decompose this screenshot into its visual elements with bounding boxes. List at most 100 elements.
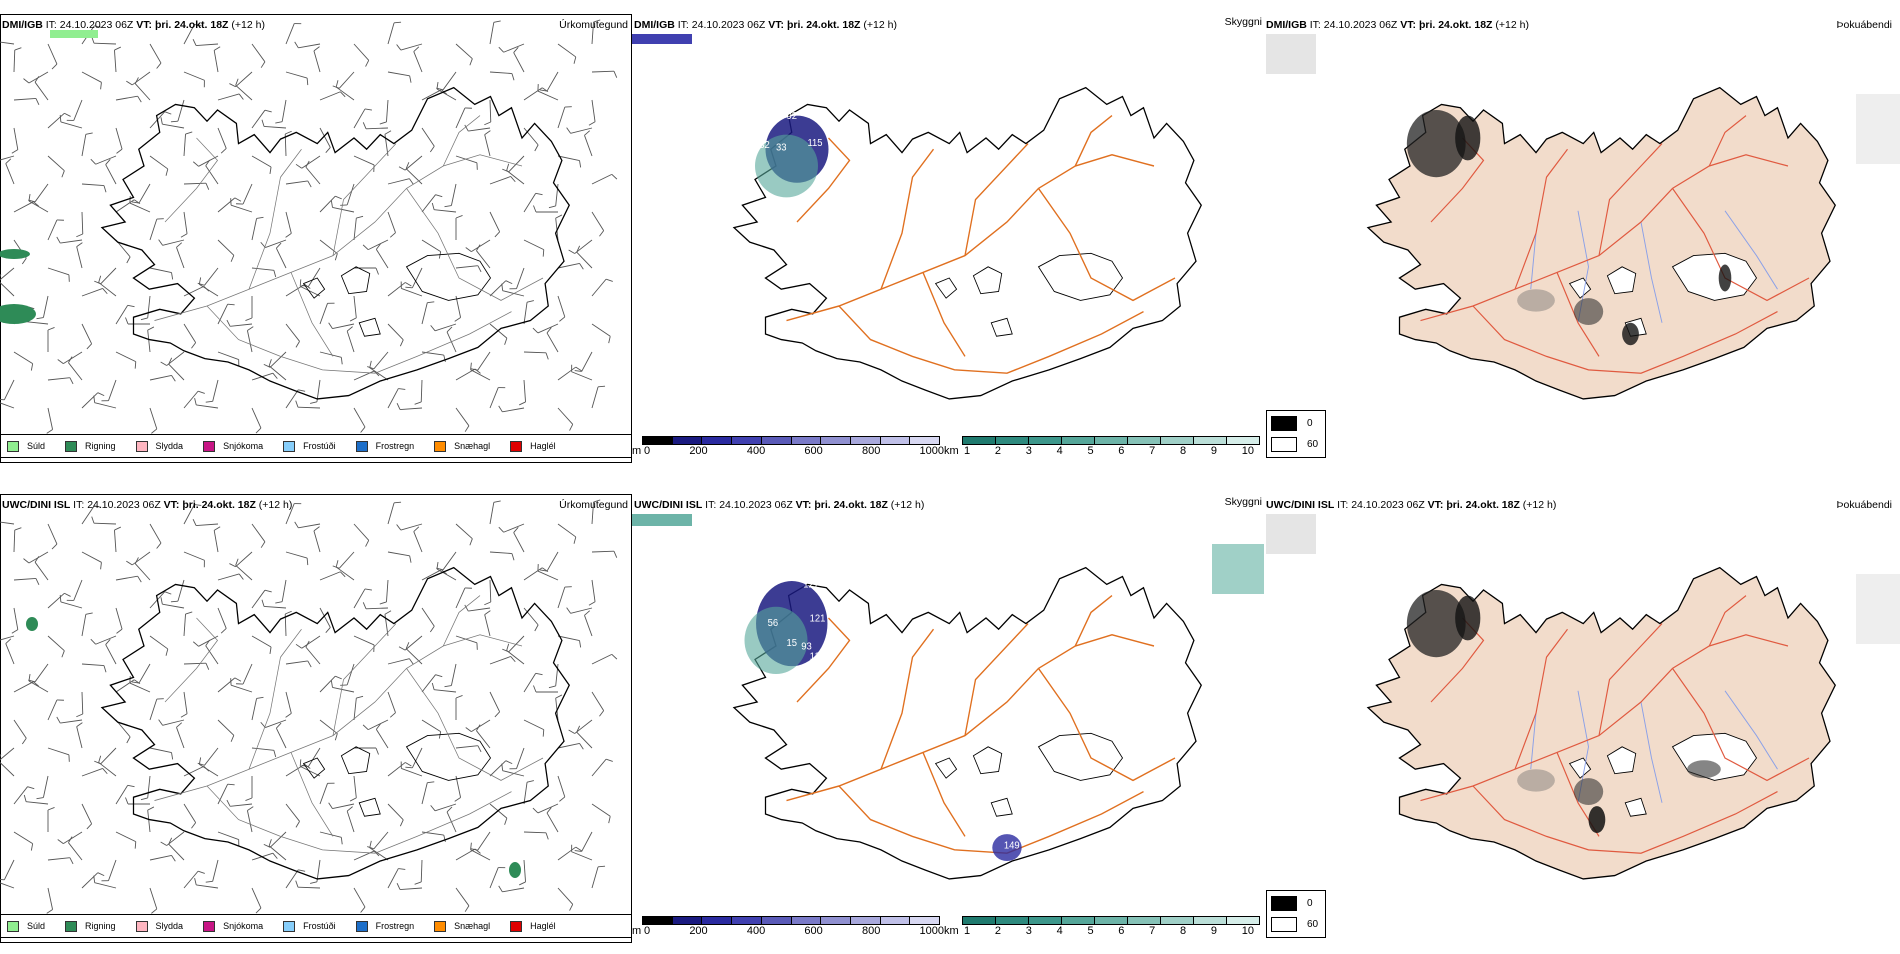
- it-label: IT:: [1310, 19, 1321, 31]
- ceiling-tick: 600: [804, 445, 822, 457]
- it-label: IT:: [1337, 499, 1348, 511]
- visibility-tick: 4: [1057, 925, 1063, 937]
- legend-item: Slydda: [136, 441, 184, 452]
- ceiling-value-label: 121: [810, 613, 826, 624]
- ceiling-tick: 0: [644, 445, 650, 457]
- vt-value: þri. 24.okt. 18Z: [814, 499, 888, 511]
- panel-header: UWC/DINI ISL IT: 24.10.2023 06Z VT: þri.…: [634, 499, 1262, 513]
- legend-swatch: [65, 921, 77, 932]
- legend-item: Frostúði: [283, 921, 336, 932]
- visibility-unit: km: [944, 925, 959, 937]
- legend-label: Snæhagl: [454, 921, 490, 931]
- ceiling-tick: 400: [747, 925, 765, 937]
- legend-item: Súld: [7, 441, 45, 452]
- vt-label: VT:: [768, 19, 784, 31]
- model-name: DMI/IGB: [2, 19, 43, 31]
- visibility-tick: 4: [1057, 445, 1063, 457]
- legend-item: Snæhagl: [434, 441, 490, 452]
- visibility-tick: 3: [1026, 445, 1032, 457]
- precip-type-map: [0, 494, 632, 942]
- model-name: UWC/DINI ISL: [2, 499, 70, 511]
- visibility-colorbar: [962, 916, 1260, 925]
- legend-swatch: [510, 921, 522, 932]
- panel-fog-uwc: UWC/DINI ISL IT: 24.10.2023 06Z VT: þri.…: [1264, 494, 1900, 954]
- it-value: 24.10.2023 06Z: [87, 499, 161, 511]
- wind-barbs: [0, 20, 617, 433]
- product-label: Úrkomutegund: [559, 19, 628, 31]
- fog-legend-item: 60: [1271, 917, 1318, 932]
- fog-legend-item: 0: [1271, 416, 1313, 431]
- visibility-tick: 1: [964, 925, 970, 937]
- model-name: DMI/IGB: [634, 19, 675, 31]
- product-label: Þokuábendi: [1837, 499, 1892, 511]
- lead-time: (+12 h): [863, 19, 897, 31]
- fog-legend-swatch: [1271, 416, 1297, 431]
- panel-header: DMI/IGB IT: 24.10.2023 06Z VT: þri. 24.o…: [2, 19, 630, 33]
- ceiling-value-label: 127: [803, 580, 819, 591]
- visibility-tick: 7: [1149, 925, 1155, 937]
- panel-header: UWC/DINI ISL IT: 24.10.2023 06Z VT: þri.…: [1266, 499, 1898, 513]
- it-value: 24.10.2023 06Z: [719, 499, 793, 511]
- legend-label: Snæhagl: [454, 441, 490, 451]
- vt-label: VT:: [136, 19, 152, 31]
- vt-label: VT:: [1428, 499, 1444, 511]
- fog-legend-value: 60: [1307, 919, 1318, 930]
- legend-item: Snjókoma: [203, 441, 263, 452]
- fog-legend-value: 0: [1307, 898, 1313, 909]
- it-value: 24.10.2023 06Z: [1324, 19, 1398, 31]
- fog-legend-swatch: [1271, 917, 1297, 932]
- lead-time: (+12 h): [1523, 499, 1557, 511]
- ceiling-tick: 200: [689, 445, 707, 457]
- visibility-tick: 9: [1211, 445, 1217, 457]
- visibility-tick: 8: [1180, 925, 1186, 937]
- vt-value: þri. 24.okt. 18Z: [787, 19, 861, 31]
- product-label: Úrkomutegund: [559, 499, 628, 511]
- ceiling-tick: 200: [689, 925, 707, 937]
- product-label: Skyggni: [1225, 16, 1262, 28]
- visibility-tick: 7: [1149, 445, 1155, 457]
- lead-time: (+12 h): [231, 19, 265, 31]
- panel-header: DMI/IGB IT: 24.10.2023 06Z VT: þri. 24.o…: [1266, 19, 1898, 33]
- panel-precip-type-uwc: UWC/DINI ISL IT: 24.10.2023 06Z VT: þri.…: [0, 494, 632, 954]
- legend-item: Rigning: [65, 921, 116, 932]
- fog-legend-swatch: [1271, 896, 1297, 911]
- legend-label: Súld: [27, 921, 45, 931]
- legend-label: Rigning: [85, 921, 116, 931]
- legend-swatch: [7, 441, 19, 452]
- legend-label: Súld: [27, 441, 45, 451]
- legend-swatch: [283, 921, 295, 932]
- vt-label: VT:: [164, 499, 180, 511]
- ceiling-tick: 400: [747, 445, 765, 457]
- ceiling-value-label: 33: [776, 142, 787, 153]
- visibility-tick: 5: [1087, 925, 1093, 937]
- legend-swatch: [434, 921, 446, 932]
- visibility-tick: 10: [1242, 445, 1254, 457]
- panel-precip-type-dmi: DMI/IGB IT: 24.10.2023 06Z VT: þri. 24.o…: [0, 14, 632, 474]
- visibility-tick: 3: [1026, 925, 1032, 937]
- legend-swatch: [136, 921, 148, 932]
- it-label: IT:: [46, 19, 57, 31]
- panel-header: DMI/IGB IT: 24.10.2023 06Z VT: þri. 24.o…: [634, 19, 1262, 33]
- ceiling-value-label: 32: [759, 140, 770, 151]
- ceiling-tick: 1000: [920, 925, 944, 937]
- visibility-tick: 10: [1242, 925, 1254, 937]
- legend-swatch: [510, 441, 522, 452]
- it-value: 24.10.2023 06Z: [1351, 499, 1425, 511]
- legend-label: Frostúði: [303, 921, 336, 931]
- legend-swatch: [356, 921, 368, 932]
- lead-time: (+12 h): [1495, 19, 1529, 31]
- model-name: UWC/DINI ISL: [1266, 499, 1334, 511]
- lead-time: (+12 h): [259, 499, 293, 511]
- fog-legend-swatch: [1271, 437, 1297, 452]
- it-label: IT:: [705, 499, 716, 511]
- ceiling-unit: m: [632, 925, 641, 937]
- legend-item: Snæhagl: [434, 921, 490, 932]
- visibility-tick: 2: [995, 925, 1001, 937]
- visibility-tick: 1: [964, 445, 970, 457]
- legend-swatch: [283, 441, 295, 452]
